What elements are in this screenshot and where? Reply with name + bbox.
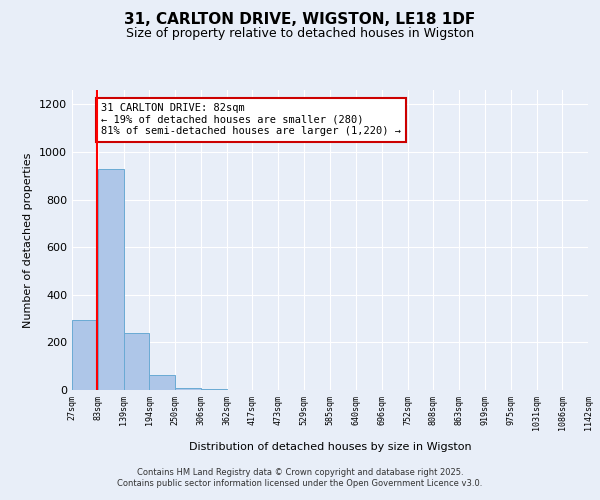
- Y-axis label: Number of detached properties: Number of detached properties: [23, 152, 34, 328]
- Bar: [201, 389, 227, 390]
- Bar: [175, 388, 201, 390]
- Bar: [72, 320, 98, 390]
- Bar: [149, 374, 175, 390]
- Text: Size of property relative to detached houses in Wigston: Size of property relative to detached ho…: [126, 28, 474, 40]
- Text: 31, CARLTON DRIVE, WIGSTON, LE18 1DF: 31, CARLTON DRIVE, WIGSTON, LE18 1DF: [124, 12, 476, 28]
- Bar: [98, 168, 124, 390]
- Bar: [124, 333, 149, 390]
- Text: Distribution of detached houses by size in Wigston: Distribution of detached houses by size …: [188, 442, 472, 452]
- Text: Contains HM Land Registry data © Crown copyright and database right 2025.
Contai: Contains HM Land Registry data © Crown c…: [118, 468, 482, 487]
- Text: 31 CARLTON DRIVE: 82sqm
← 19% of detached houses are smaller (280)
81% of semi-d: 31 CARLTON DRIVE: 82sqm ← 19% of detache…: [101, 103, 401, 136]
